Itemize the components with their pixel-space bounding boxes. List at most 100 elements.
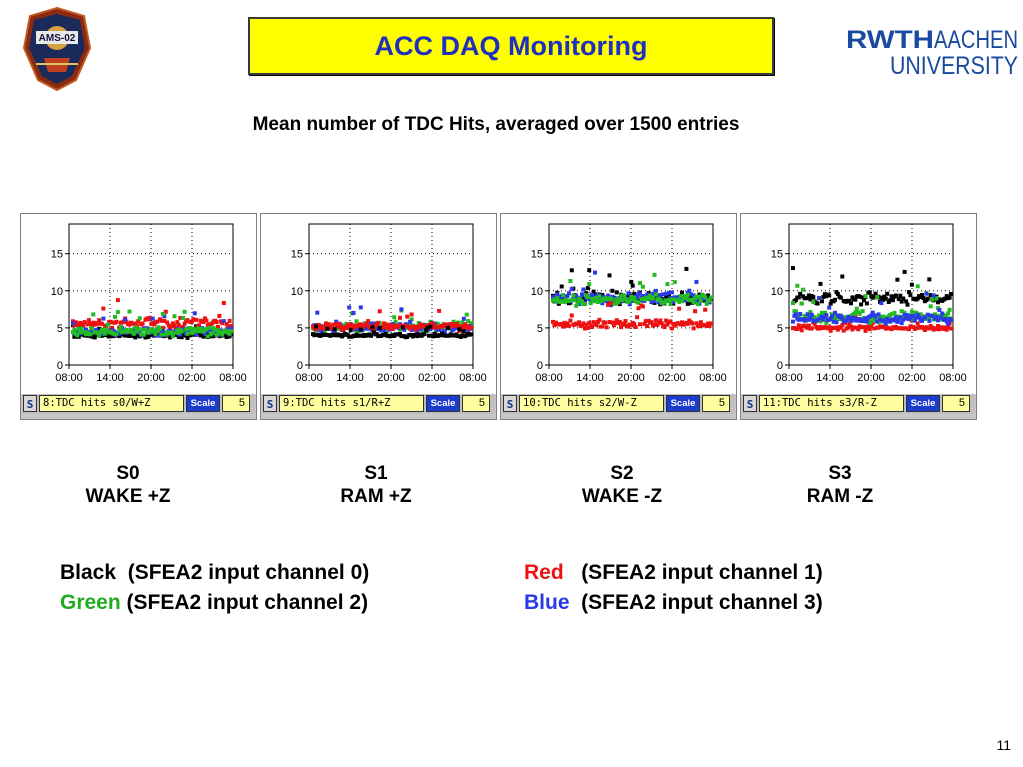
chart-s2: 0 5 10 15 08:00 14:00 20:00 02:00 08:00 [501,214,736,394]
data-point-blue [437,327,442,332]
data-point-green [392,315,397,320]
scale-value-field[interactable]: 5 [702,395,730,412]
monitor-panel-s0: 0 5 10 15 08:00 14:00 20:00 02:00 08:00 S 8:TDC … [20,213,257,420]
data-point-black [629,279,634,284]
data-point-green [857,311,862,316]
data-point-green [137,316,142,321]
data-point-red [431,322,436,327]
data-point-black [840,274,845,279]
data-point-red [127,322,132,327]
data-point-red [585,325,590,330]
sector-button[interactable]: S [743,395,757,412]
histogram-selector[interactable]: 10:TDC hits s2/W-Z [519,395,664,412]
data-point-blue [202,331,207,336]
data-point-black [369,333,373,338]
data-point-green [153,332,158,336]
data-point-red [171,321,175,326]
scale-button[interactable]: Scale [426,395,460,412]
data-point-blue [914,315,919,320]
y-tick-label: 5 [777,323,783,335]
data-point-red [603,320,608,325]
data-point-blue [793,312,798,317]
data-point-green [95,331,100,336]
data-point-red [677,306,682,311]
data-point-black [857,294,862,299]
data-point-red [835,327,840,332]
data-point-red [386,326,391,331]
caption-s1: S1 RAM +Z [296,462,456,508]
caption-side: RAM -Z [806,486,874,507]
data-point-blue [315,310,320,315]
data-point-black [348,328,353,333]
data-point-blue [827,305,832,310]
data-point-red [364,323,369,328]
data-point-blue [809,312,814,317]
scale-value-field[interactable]: 5 [462,395,490,412]
data-point-blue [363,325,368,330]
data-point-green [139,332,144,337]
data-point-green [587,282,592,287]
histogram-selector[interactable]: 11:TDC hits s3/R-Z [759,395,904,412]
ams02-logo: AMS-02 [22,6,92,92]
data-point-black [918,295,923,300]
sector-button[interactable]: S [23,395,37,412]
data-point-green [229,329,233,334]
data-point-blue [899,321,904,326]
data-point-green [131,331,136,336]
data-point-green [627,297,632,302]
scale-button[interactable]: Scale [906,395,940,412]
data-point-black [92,335,97,340]
data-point-red [104,325,109,330]
data-point-red [870,320,875,325]
data-point-green [195,326,200,331]
data-point-red [169,324,174,329]
data-point-blue [111,328,116,333]
monitor-panels: 0 5 10 15 08:00 14:00 20:00 02:00 08:00 S 8:TDC … [20,213,980,421]
data-point-green [878,314,882,319]
data-point-green [97,333,102,338]
data-point-red [413,327,418,332]
data-point-red [927,326,932,331]
data-point-blue [896,317,901,322]
data-point-black [818,281,823,286]
data-point-blue [606,293,611,298]
data-point-red [227,318,232,323]
data-point-blue [162,314,167,319]
data-point-black [899,299,904,304]
histogram-selector[interactable]: 8:TDC hits s0/W+Z [39,395,184,412]
data-point-blue [351,310,356,315]
y-tick-label: 5 [57,323,63,335]
panel-statusbar: S 10:TDC hits s2/W-Z Scale 5 [502,394,735,414]
data-point-green [889,312,894,317]
data-point-green [91,312,96,317]
scale-button[interactable]: Scale [666,395,700,412]
scale-value-field[interactable]: 5 [222,395,250,412]
data-point-green [626,300,631,304]
scale-value-field[interactable]: 5 [942,395,970,412]
data-point-green [102,331,107,336]
data-point-red [114,319,119,324]
histogram-selector[interactable]: 9:TDC hits s1/R+Z [279,395,424,412]
data-point-green [175,328,180,333]
data-point-red [623,319,628,324]
sector-button[interactable]: S [263,395,277,412]
data-point-red [577,320,582,325]
data-point-red [456,324,460,328]
data-point-green [159,332,164,337]
data-point-blue [369,321,373,326]
data-point-red [325,324,330,329]
x-tick-label: 20:00 [377,372,405,384]
data-point-red [707,323,712,328]
data-point-red [182,321,187,326]
data-point-green [629,295,634,299]
scale-button[interactable]: Scale [186,395,220,412]
data-point-red [914,326,919,331]
data-point-blue [442,330,447,334]
data-point-green [574,303,579,308]
data-point-black [811,295,816,300]
data-point-black [873,291,878,296]
data-point-black [791,266,795,271]
sector-button[interactable]: S [503,395,517,412]
data-point-black [313,324,318,329]
data-point-green [947,307,952,312]
